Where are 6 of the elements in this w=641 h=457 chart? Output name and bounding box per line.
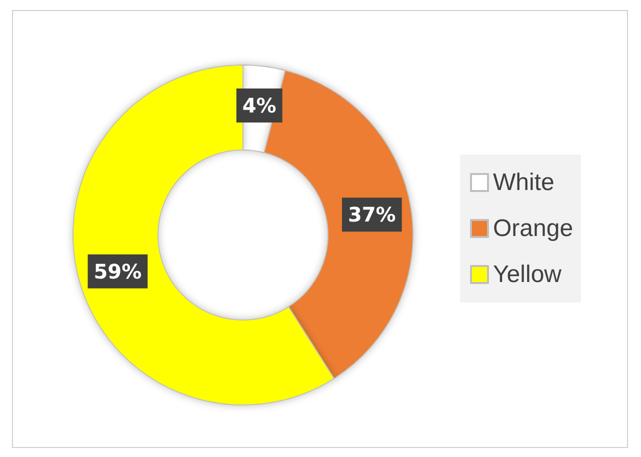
legend-label: Orange (493, 215, 574, 242)
legend-label: White (493, 169, 554, 196)
data-label: 37% (348, 202, 396, 227)
data-label: 4% (242, 94, 276, 118)
legend-label: Yellow (493, 261, 562, 288)
data-label: 59% (94, 259, 142, 284)
